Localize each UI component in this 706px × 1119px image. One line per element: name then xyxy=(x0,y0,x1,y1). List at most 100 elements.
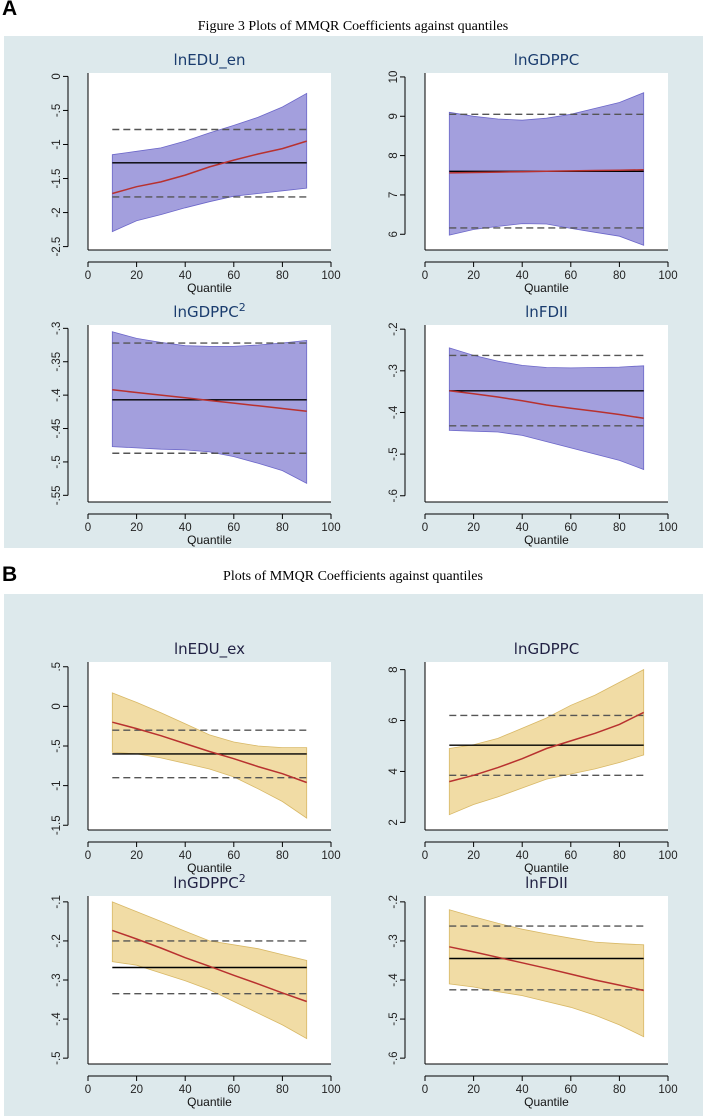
chart-a3-lngdppc-squared-x-label: Quantile xyxy=(187,533,232,547)
chart-a3-lngdppc-squared-x-tick-label: 80 xyxy=(276,522,289,534)
chart-b4-lnfdii-x-tick-label: 40 xyxy=(516,1084,529,1096)
chart-a2-lngdppc-y-tick-label: 9 xyxy=(388,113,400,119)
chart-b4-lnfdii-y-tick-label: -.2 xyxy=(388,895,400,908)
chart-a1-lnedu-en-x-tick-label: 40 xyxy=(179,270,192,282)
chart-b2-lngdppc-x-tick-label: 0 xyxy=(422,850,428,862)
chart-a4-lnfdii-ci-band xyxy=(448,347,645,471)
chart-b1-lnedu-ex-ci-band xyxy=(111,692,308,819)
chart-a2-lngdppc-title: lnGDPPC xyxy=(514,51,579,69)
chart-b1-lnedu-ex-x-tick-label: 100 xyxy=(321,850,340,862)
chart-a4-lnfdii-x-tick-label: 40 xyxy=(516,522,529,534)
chart-b1-lnedu-ex-title: lnEDU_ex xyxy=(174,640,245,659)
chart-b1-lnedu-ex-x-tick-label: 60 xyxy=(227,850,240,862)
chart-a1-lnedu-en-x-label: Quantile xyxy=(187,281,232,295)
chart-b4-lnfdii-coef-line xyxy=(449,946,644,992)
chart-a3-lngdppc-squared-x-tick-label: 0 xyxy=(85,522,91,534)
chart-a1-lnedu-en-y-tick-label: 0 xyxy=(51,73,63,79)
chart-a3-lngdppc-squared-y-tick-label: -.4 xyxy=(51,388,63,402)
chart-b1-lnedu-ex-x-tick-label: 40 xyxy=(179,850,192,862)
chart-a1-lnedu-en-y-tick-label: -1.5 xyxy=(51,169,63,189)
chart-a3-lngdppc-squared-x-tick-label: 40 xyxy=(179,522,192,534)
chart-b4-lnfdii-x-tick-label: 20 xyxy=(467,1084,480,1096)
chart-b3-lngdppc-squared-title-superscript: 2 xyxy=(239,872,246,885)
chart-a2-lngdppc-coef-line xyxy=(449,169,644,174)
chart-a4-lnfdii-x-label: Quantile xyxy=(524,533,569,547)
chart-a3-lngdppc-squared-y-tick-label: -.5 xyxy=(51,455,63,468)
chart-a1-lnedu-en-y-tick-label: -.5 xyxy=(51,104,63,117)
chart-a3-lngdppc-squared-x-tick-label: 100 xyxy=(321,522,340,534)
chart-a1-lnedu-en-y-tick-label: -2.5 xyxy=(51,237,63,257)
chart-b2-lngdppc-x-tick-label: 100 xyxy=(658,850,677,862)
chart-a2-lngdppc-x-label: Quantile xyxy=(524,281,569,295)
chart-a2-lngdppc-x-tick-label: 60 xyxy=(564,270,577,282)
chart-a3-lngdppc-squared-title: lnGDPPC2 xyxy=(173,301,245,321)
chart-a2-lngdppc-x-tick-label: 100 xyxy=(658,270,677,282)
panel-b-title: Plots of MMQR Coefficients against quant… xyxy=(223,569,483,584)
chart-a3-lngdppc-squared-x-tick-label: 20 xyxy=(130,522,143,534)
chart-b2-lngdppc-x-tick-label: 80 xyxy=(613,850,626,862)
panel-a-title: Figure 3 Plots of MMQR Coefficients agai… xyxy=(197,19,509,34)
chart-a4-lnfdii-x-tick-label: 0 xyxy=(422,522,428,534)
chart-a3-lngdppc-squared-ci-band xyxy=(111,331,308,484)
chart-b1-lnedu-ex-y-tick-label: -1.5 xyxy=(51,815,63,835)
chart-b2-lngdppc-x-tick-label: 20 xyxy=(467,850,480,862)
chart-a2-lngdppc-ci-band xyxy=(448,92,645,246)
chart-b1-lnedu-ex-y-tick-label: .5 xyxy=(51,662,63,672)
chart-a3-lngdppc-squared-y-tick-label: -.55 xyxy=(51,485,63,505)
chart-a3-lngdppc-squared-title-superscript: 2 xyxy=(239,301,246,314)
chart-a1-lnedu-en-x-tick-label: 60 xyxy=(227,270,240,282)
chart-b3-lngdppc-squared-y-tick-label: -.5 xyxy=(51,1051,63,1064)
chart-b4-lnfdii-x-tick-label: 60 xyxy=(564,1084,577,1096)
chart-a3-lngdppc-squared-y-tick-label: -.3 xyxy=(51,322,63,335)
chart-b1-lnedu-ex-y-tick-label: 0 xyxy=(51,703,63,709)
chart-b3-lngdppc-squared-ci-band xyxy=(111,901,308,1040)
chart-b3-lngdppc-squared-x-tick-label: 0 xyxy=(85,1084,91,1096)
chart-b1-lnedu-ex-x-tick-label: 80 xyxy=(276,850,289,862)
chart-b1-lnedu-ex-y-tick-label: -1 xyxy=(51,781,63,791)
chart-b3-lngdppc-squared-x-tick-label: 20 xyxy=(130,1084,143,1096)
chart-a4-lnfdii-x-tick-label: 100 xyxy=(658,522,677,534)
chart-b4-lnfdii-x-tick-label: 80 xyxy=(613,1084,626,1096)
chart-a2-lngdppc-y-tick-label: 6 xyxy=(388,231,400,237)
chart-b4-lnfdii-y-tick-label: -.4 xyxy=(388,973,400,987)
chart-b1-lnedu-ex-x-tick-label: 0 xyxy=(85,850,91,862)
chart-a4-lnfdii-x-tick-label: 80 xyxy=(613,522,626,534)
chart-b1-lnedu-ex-x-label: Quantile xyxy=(187,861,232,875)
chart-a1-lnedu-en-x-tick-label: 80 xyxy=(276,270,289,282)
chart-a1-lnedu-en-y-tick-label: -2 xyxy=(51,207,63,217)
chart-b4-lnfdii-y-tick-label: -.5 xyxy=(388,1012,400,1025)
chart-a4-lnfdii-x-tick-label: 60 xyxy=(564,522,577,534)
chart-a1-lnedu-en-x-tick-label: 100 xyxy=(321,270,340,282)
chart-a1-lnedu-en-x-tick-label: 20 xyxy=(130,270,143,282)
chart-b2-lngdppc-y-tick-label: 8 xyxy=(388,666,400,672)
chart-a2-lngdppc-x-tick-label: 40 xyxy=(516,270,529,282)
chart-b3-lngdppc-squared-y-tick-label: -.2 xyxy=(51,934,63,947)
chart-b4-lnfdii-x-tick-label: 100 xyxy=(658,1084,677,1096)
chart-a2-lngdppc-x-tick-label: 80 xyxy=(613,270,626,282)
chart-a3-lngdppc-squared-y-tick-label: -.35 xyxy=(51,352,63,372)
chart-a3-lngdppc-squared-x-tick-label: 60 xyxy=(227,522,240,534)
chart-b3-lngdppc-squared-x-tick-label: 40 xyxy=(179,1084,192,1096)
chart-b3-lngdppc-squared-x-label: Quantile xyxy=(187,1095,232,1109)
panel-b-label: B xyxy=(2,563,18,586)
chart-b1-lnedu-ex-coef-line xyxy=(112,721,307,784)
chart-b2-lngdppc-y-tick-label: 6 xyxy=(388,717,400,723)
chart-b1-lnedu-ex-y-tick-label: -.5 xyxy=(51,739,63,752)
chart-b2-lngdppc-coef-line xyxy=(449,711,645,783)
chart-b3-lngdppc-squared-y-tick-label: -.1 xyxy=(51,895,63,908)
chart-a4-lnfdii-y-tick-label: -.5 xyxy=(388,447,400,460)
chart-b2-lngdppc-ci-band xyxy=(448,668,645,816)
chart-b2-lngdppc-y-tick-label: 4 xyxy=(388,768,400,775)
chart-b2-lngdppc-x-tick-label: 60 xyxy=(564,850,577,862)
chart-b3-lngdppc-squared-y-tick-label: -.3 xyxy=(51,973,63,986)
chart-b3-lngdppc-squared-x-tick-label: 100 xyxy=(321,1084,340,1096)
chart-b4-lnfdii-y-tick-label: -.6 xyxy=(388,1051,400,1064)
chart-a2-lngdppc-x-tick-label: 20 xyxy=(467,270,480,282)
chart-a2-lngdppc-y-tick-label: 8 xyxy=(388,152,400,158)
